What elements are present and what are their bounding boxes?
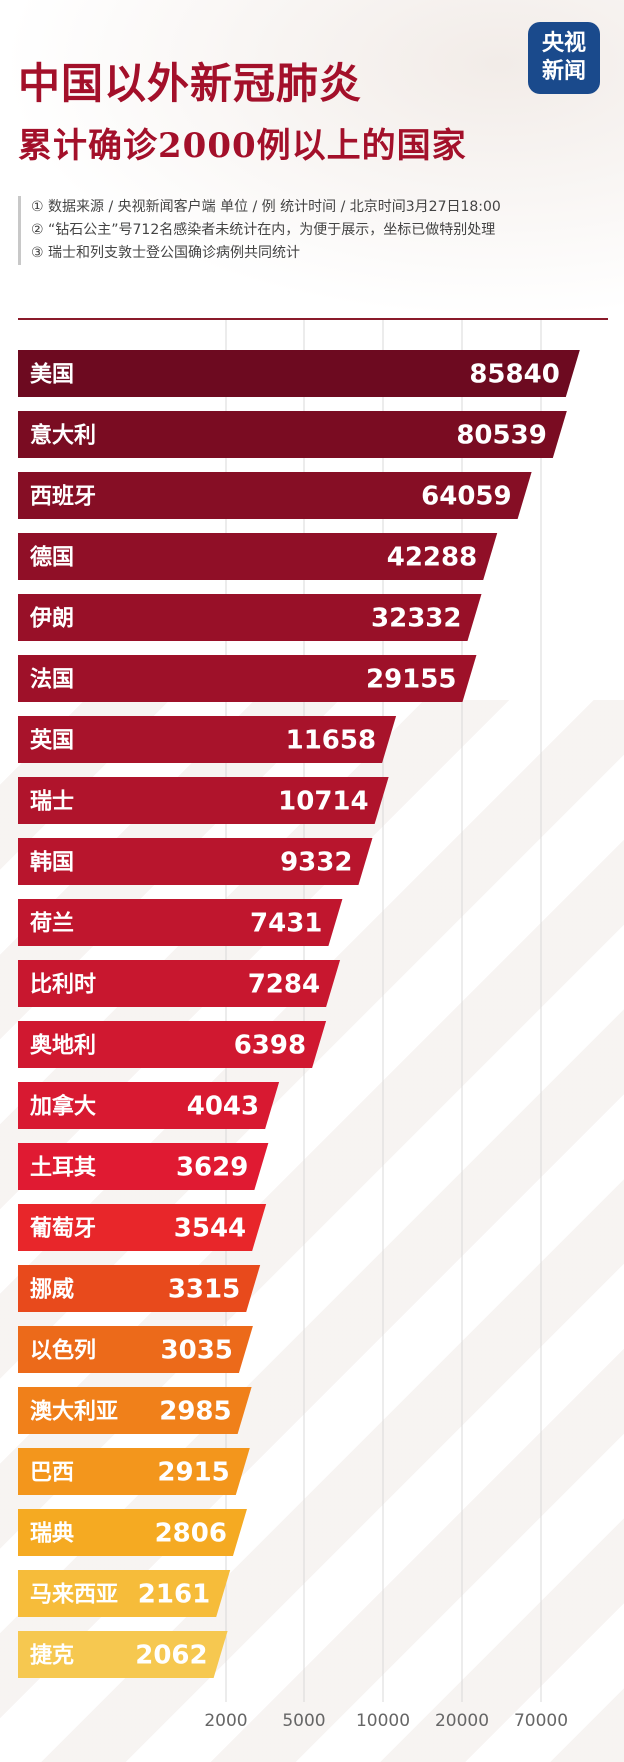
bar-value-label: 4043 [187,1092,259,1122]
bar-value-label: 3315 [168,1275,240,1305]
bar-category-label: 西班牙 [30,485,96,510]
bar [18,1143,269,1190]
bar-category-label: 捷克 [30,1643,74,1669]
bar [18,594,482,641]
x-tick-label: 5000 [282,1711,325,1731]
bar-category-label: 巴西 [30,1461,74,1486]
bar [18,1265,261,1312]
bar-value-label: 9332 [280,848,352,878]
page-subtitle: 累计确诊2000例以上的国家 [18,126,467,166]
bar [18,1387,252,1434]
bar-category-label: 土耳其 [30,1156,96,1181]
bar-value-label: 2062 [135,1641,207,1671]
bar [18,1570,231,1617]
bar [18,899,343,946]
bar-category-label: 挪威 [30,1277,74,1303]
bar [18,960,341,1007]
bar [18,1082,280,1129]
bar-value-label: 7284 [248,970,320,1000]
bar-category-label: 葡萄牙 [29,1217,96,1242]
bar [18,777,389,824]
bar [18,1021,327,1068]
bar [18,838,373,885]
bar [18,655,477,702]
bar-value-label: 32332 [371,604,461,634]
bar [18,1326,253,1373]
bar-category-label: 瑞士 [30,790,74,815]
background-map [0,0,624,320]
bar [18,716,397,763]
page-title: 中国以外新冠肺炎 [18,59,363,108]
bar-value-label: 2806 [155,1519,227,1549]
bar-value-label: 11658 [286,726,376,756]
bar [18,472,532,519]
x-tick-label: 20000 [435,1711,489,1731]
bar [18,1448,250,1495]
bar-value-label: 85840 [469,360,559,390]
bar-category-label: 澳大利亚 [30,1399,118,1425]
bar-value-label: 2161 [138,1580,210,1610]
bar [18,1204,267,1251]
logo-text-line2: 新闻 [541,59,586,84]
bar-category-label: 德国 [30,545,74,571]
bar [18,1509,247,1556]
x-tick-label: 70000 [514,1711,568,1731]
bar-value-label: 2985 [159,1397,231,1427]
cctv-news-logo: 央视 新闻 [528,22,600,94]
bar-category-label: 瑞典 [30,1522,74,1547]
notes-block: ① 数据来源 / 央视新闻客户端 单位 / 例 统计时间 / 北京时间3月27日… [18,196,621,265]
bar-value-label: 6398 [234,1031,306,1061]
bar [18,411,567,458]
x-tick-label: 10000 [356,1711,410,1731]
bar [18,533,498,580]
bar-value-label: 3544 [174,1214,246,1244]
bar-category-label: 韩国 [30,850,74,876]
bar-value-label: 2915 [157,1458,229,1488]
bar-value-label: 80539 [456,421,546,451]
bar-category-label: 马来西亚 [30,1583,118,1608]
bar-value-label: 7431 [250,909,322,939]
bar-category-label: 以色列 [30,1338,96,1364]
bar-value-label: 29155 [366,665,456,695]
bar-value-label: 42288 [387,543,477,573]
bar-category-label: 荷兰 [30,911,74,937]
bar-category-label: 伊朗 [29,606,74,632]
note-switzerland: ③ 瑞士和列支敦士登公国确诊病例共同统计 [31,245,300,261]
bar-category-label: 意大利 [30,423,96,449]
bar-value-label: 64059 [421,482,511,512]
note-source: ① 数据来源 / 央视新闻客户端 单位 / 例 统计时间 / 北京时间3月27日… [31,199,501,215]
bar-category-label: 法国 [30,668,74,693]
bar-category-label: 美国 [30,362,74,388]
bar-value-label: 3629 [176,1153,248,1183]
bar-value-label: 3035 [161,1336,233,1366]
bar-chart: 美国 85840 意大利 80539 西班牙 64059 德国 42288 伊朗 32332 法国 2… [18,320,580,1731]
bar-value-label: 10714 [278,787,368,817]
bar-category-label: 奥地利 [30,1033,96,1059]
divider [18,318,608,320]
bar-category-label: 英国 [30,729,74,754]
x-tick-label: 2000 [204,1711,247,1731]
logo-text-line1: 央视 [541,31,586,56]
bar-category-label: 加拿大 [29,1094,96,1120]
bar [18,350,580,397]
bar [18,1631,228,1678]
bar-category-label: 比利时 [30,973,96,998]
note-diamond-princess: ② “钻石公主”号712名感染者未统计在内，为便于展示，坐标已做特别处理 [31,222,496,238]
